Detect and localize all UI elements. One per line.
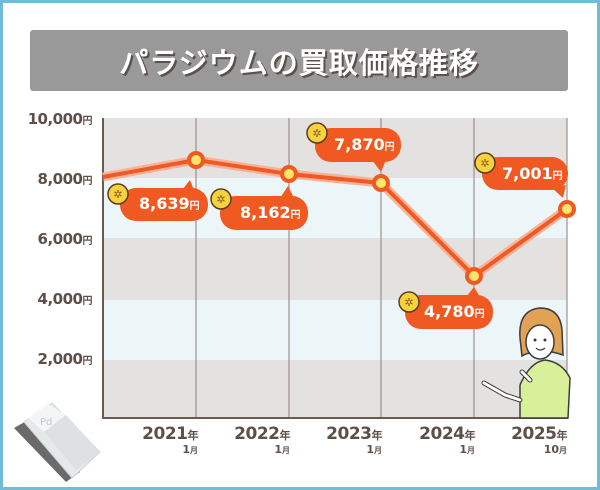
coin-glyphs: ✲ ✲ ✲ ✲ ✲ bbox=[113, 127, 489, 309]
data-points bbox=[187, 151, 576, 285]
x-tick-2022: 2022年 1月 bbox=[234, 424, 290, 456]
callout-2022: 8,162円 bbox=[240, 203, 301, 222]
band-blue bbox=[103, 300, 567, 360]
price-line bbox=[102, 158, 569, 278]
woman-pointing-illustration bbox=[481, 307, 571, 419]
y-tick-2000: 2,000円 bbox=[37, 350, 93, 368]
callout-2025: 7,001円 bbox=[502, 164, 563, 183]
callout-bubbles bbox=[120, 128, 568, 329]
y-tick-6000: 6,000円 bbox=[37, 230, 93, 248]
y-tick-10000: 10,000円 bbox=[27, 110, 93, 128]
x-tick-2023: 2023年 1月 bbox=[326, 424, 382, 456]
svg-text:✲: ✲ bbox=[216, 193, 225, 206]
callout-2021: 8,639円 bbox=[139, 194, 200, 213]
x-tick-2024: 2024年 1月 bbox=[419, 424, 475, 456]
svg-text:✲: ✲ bbox=[113, 188, 122, 201]
chart-title: パラジウムの買取価格推移 bbox=[119, 45, 479, 80]
title-banner: パラジウムの買取価格推移 bbox=[30, 30, 568, 91]
band-gray bbox=[103, 238, 567, 300]
svg-text:✲: ✲ bbox=[480, 157, 489, 170]
coin-icons bbox=[107, 122, 496, 313]
callout-2024: 4,780円 bbox=[424, 302, 485, 321]
callout-2023: 7,870円 bbox=[334, 135, 395, 154]
svg-text:✲: ✲ bbox=[404, 296, 413, 309]
palladium-bar-illustration: Pd bbox=[14, 402, 101, 482]
y-tick-8000: 8,000円 bbox=[37, 170, 93, 188]
svg-text:✲: ✲ bbox=[312, 127, 321, 140]
x-tick-2021: 2021年 1月 bbox=[142, 424, 198, 456]
y-tick-4000: 4,000円 bbox=[37, 290, 93, 308]
x-tick-2025: 2025年 10月 bbox=[511, 424, 567, 456]
bar-symbol-text: Pd bbox=[40, 417, 52, 428]
